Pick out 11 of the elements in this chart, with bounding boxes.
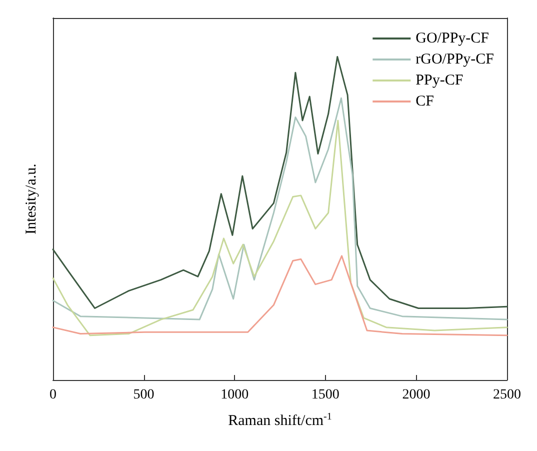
x-tick-label: 1500 bbox=[311, 388, 340, 402]
x-tick-label: 1000 bbox=[220, 388, 249, 402]
legend-label: PPy-CF bbox=[416, 72, 464, 88]
legend-label: rGO/PPy-CF bbox=[416, 52, 494, 68]
legend-label: CF bbox=[416, 94, 434, 110]
x-tick-label: 0 bbox=[50, 388, 56, 402]
y-axis-title: Intesity/a.u. bbox=[24, 164, 40, 234]
x-tick-label: 2000 bbox=[402, 388, 430, 402]
x-tick-label: 500 bbox=[133, 388, 154, 402]
x-tick-label: 2500 bbox=[493, 388, 521, 402]
legend-label: GO/PPy-CF bbox=[416, 30, 490, 46]
